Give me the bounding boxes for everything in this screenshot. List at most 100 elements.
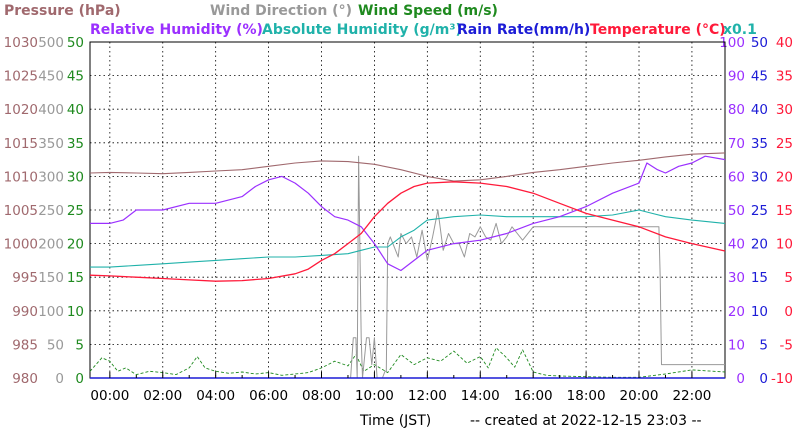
tick-wind_dir: 450	[38, 69, 64, 85]
tick-rain: 50	[751, 35, 768, 51]
x-tick-label: 22:00	[672, 388, 711, 404]
x-axis: 00:00 02:00 04:00 06:00 08:00 10:00 12:00 14:00…	[90, 372, 711, 404]
footer: Time (JST) -- created at 2022-12-15 23:0…	[359, 413, 702, 429]
legend-rh: Relative Humidity (%)	[90, 22, 263, 38]
x-tick-label: 06:00	[249, 388, 288, 404]
tick-rh: 50	[728, 203, 745, 219]
tick-temp: 20	[776, 169, 793, 185]
left-axes: 1030102510201015101010051000995990985980…	[4, 35, 84, 387]
tick-pressure: 1005	[4, 203, 38, 219]
tick-pressure: 1020	[4, 102, 38, 118]
tick-wind_dir: 350	[38, 136, 64, 152]
tick-wind_speed: 20	[67, 237, 84, 253]
tick-temp: 5	[784, 270, 793, 286]
tick-rh: 10	[728, 337, 745, 353]
tick-pressure: 1025	[4, 69, 38, 85]
tick-pressure: 1010	[4, 169, 38, 185]
legend-wind_dir: Wind Direction (°)	[210, 3, 352, 19]
tick-pressure: 1015	[4, 136, 38, 152]
x-tick-label: 00:00	[90, 388, 129, 404]
tick-temp: 15	[776, 203, 793, 219]
tick-temp: 0	[784, 304, 793, 320]
series-ah	[90, 209, 726, 268]
tick-rh: 60	[728, 169, 745, 185]
x-axis-label: Time (JST)	[359, 413, 431, 429]
tick-rh: 100	[719, 35, 745, 51]
legend: Pressure (hPa) Wind Direction (°) Wind Spe…	[4, 3, 757, 38]
created-label: -- created at 2022-12-15 23:03 --	[470, 413, 702, 429]
series-wind_dir	[90, 155, 725, 379]
tick-wind_speed: 5	[75, 337, 84, 353]
tick-wind_speed: 35	[67, 136, 84, 152]
tick-pressure: 990	[12, 304, 38, 320]
tick-wind_speed: 0	[75, 371, 84, 387]
tick-temp: 10	[776, 237, 793, 253]
x-tick-label: 12:00	[408, 388, 447, 404]
tick-rain: 0	[759, 371, 768, 387]
tick-rain: 40	[751, 102, 768, 118]
tick-rain: 25	[751, 203, 768, 219]
tick-wind_speed: 30	[67, 169, 84, 185]
tick-wind_dir: 500	[38, 35, 64, 51]
tick-rain: 20	[751, 237, 768, 253]
x-tick-label: 08:00	[302, 388, 341, 404]
x-tick-label: 18:00	[567, 388, 606, 404]
tick-pressure: 980	[12, 371, 38, 387]
series-pressure	[89, 152, 726, 182]
tick-wind_dir: 150	[38, 270, 64, 286]
tick-temp: 30	[776, 102, 793, 118]
legend-wind_speed: Wind Speed (m/s)	[358, 3, 498, 19]
tick-pressure: 985	[12, 337, 38, 353]
series-layer	[89, 152, 726, 379]
tick-rh: 90	[728, 69, 745, 85]
tick-temp: -5	[780, 337, 793, 353]
tick-temp: 35	[776, 69, 793, 85]
series-temp	[89, 181, 726, 282]
tick-wind_dir: 300	[38, 169, 64, 185]
tick-rh: 0	[736, 371, 745, 387]
tick-wind_speed: 50	[67, 35, 84, 51]
tick-wind_dir: 400	[38, 102, 64, 118]
x-tick-label: 02:00	[143, 388, 182, 404]
tick-rain: 10	[751, 304, 768, 320]
tick-rain: 5	[759, 337, 768, 353]
x-tick-label: 20:00	[620, 388, 659, 404]
tick-rh: 20	[728, 304, 745, 320]
tick-wind_speed: 25	[67, 203, 84, 219]
tick-wind_speed: 10	[67, 304, 84, 320]
legend-ah: Absolute Humidity (g/m³)	[262, 22, 462, 38]
tick-wind_dir: 250	[38, 203, 64, 219]
tick-rh: 40	[728, 237, 745, 253]
tick-rain: 45	[751, 69, 768, 85]
legend-ah-scale: x0.1	[723, 22, 757, 38]
tick-rh: 80	[728, 102, 745, 118]
tick-temp: -10	[771, 371, 793, 387]
tick-pressure: 1030	[4, 35, 38, 51]
x-tick-label: 14:00	[461, 388, 500, 404]
x-tick-label: 10:00	[355, 388, 394, 404]
tick-rain: 35	[751, 136, 768, 152]
legend-rain: Rain Rate(mm/h)	[457, 22, 590, 38]
tick-rain: 15	[751, 270, 768, 286]
tick-rain: 30	[751, 169, 768, 185]
tick-wind_speed: 40	[67, 102, 84, 118]
tick-pressure: 995	[12, 270, 38, 286]
x-tick-label: 04:00	[196, 388, 235, 404]
tick-pressure: 1000	[4, 237, 38, 253]
legend-temp: Temperature (°C)	[590, 22, 726, 38]
tick-wind_dir: 50	[47, 337, 64, 353]
tick-wind_dir: 0	[55, 371, 64, 387]
tick-wind_dir: 200	[38, 237, 64, 253]
tick-wind_speed: 15	[67, 270, 84, 286]
tick-temp: 25	[776, 136, 793, 152]
series-wind_speed	[89, 347, 726, 378]
x-tick-label: 16:00	[514, 388, 553, 404]
tick-rh: 70	[728, 136, 745, 152]
tick-temp: 40	[776, 35, 793, 51]
grid	[90, 42, 725, 378]
series-rh	[90, 155, 726, 272]
right-axes: 1009080706050403020100504540353025201510…	[719, 35, 793, 387]
legend-pressure: Pressure (hPa)	[4, 3, 121, 19]
tick-wind_speed: 45	[67, 69, 84, 85]
